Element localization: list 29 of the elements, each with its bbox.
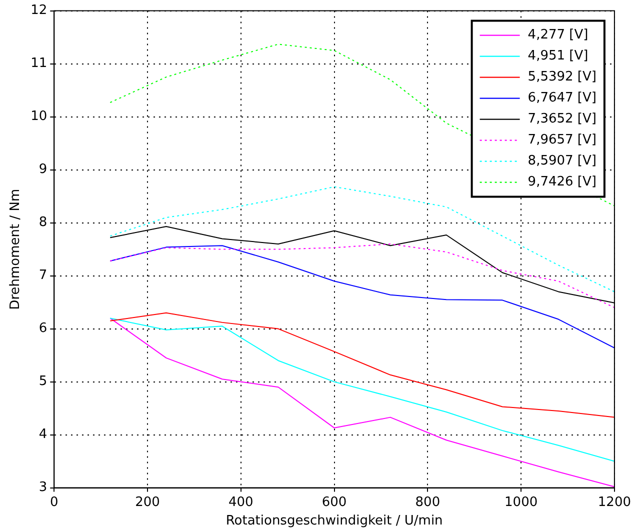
- x-tick-label: 0: [50, 494, 58, 510]
- x-tick-label: 800: [415, 494, 440, 510]
- line-series: [110, 244, 614, 308]
- y-axis-title: Drehmoment / Nm: [8, 188, 24, 310]
- y-tick-label: 9: [38, 162, 48, 178]
- legend-label: 9,7426 [V]: [528, 174, 596, 190]
- y-tick-label: 6: [38, 321, 48, 336]
- legend-label: 4,277 [V]: [528, 28, 588, 43]
- legend-label: 8,5907 [V]: [528, 154, 596, 169]
- y-tick-label: 5: [38, 374, 48, 390]
- y-tick-label: 12: [30, 3, 48, 18]
- legend-label: 7,9657 [V]: [528, 132, 596, 148]
- y-tick-label: 3: [38, 480, 48, 496]
- legend-label: 5,5392 [V]: [528, 70, 596, 85]
- x-tick-label: 200: [135, 494, 160, 510]
- legend-label: 4,951 [V]: [528, 48, 588, 64]
- x-tick-label: 1000: [504, 494, 538, 510]
- y-tick-label: 11: [30, 56, 48, 72]
- line-series: [110, 186, 614, 292]
- x-tick-label: 400: [228, 494, 254, 510]
- x-tick-label: 1200: [598, 494, 632, 510]
- y-tick-label: 4: [38, 427, 48, 442]
- y-tick-label: 7: [38, 268, 48, 284]
- legend-label: 7,3652 [V]: [528, 112, 596, 127]
- y-tick-label: 8: [38, 215, 48, 230]
- y-tick-label: 10: [30, 109, 48, 124]
- x-axis-title: Rotationsgeschwindigkeit / U/min: [226, 514, 443, 529]
- legend-label: 6,7647 [V]: [528, 90, 596, 106]
- x-tick-label: 600: [322, 494, 347, 510]
